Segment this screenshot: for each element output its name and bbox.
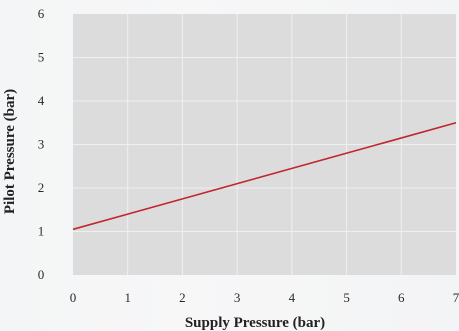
x-tick-label: 5 [343,290,350,305]
x-tick-label: 2 [179,290,186,305]
x-tick-label: 3 [234,290,241,305]
grid [73,14,456,275]
x-tick-labels: 0 1 2 3 4 5 6 7 [70,290,459,305]
y-tick-label: 0 [38,267,45,282]
y-tick-labels: 0 1 2 3 4 5 6 [38,6,45,282]
y-tick-label: 2 [38,180,45,195]
x-axis-label: Supply Pressure (bar) [185,315,325,331]
y-tick-label: 1 [38,224,45,239]
y-tick-label: 5 [38,50,45,65]
y-tick-label: 3 [38,137,45,152]
x-tick-label: 1 [124,290,131,305]
series-line [72,121,457,231]
x-tick-label: 6 [398,290,405,305]
x-tick-label: 0 [70,290,77,305]
y-axis-label: Pilot Pressure (bar) [2,89,18,214]
series-group [72,121,457,231]
y-tick-label: 4 [38,93,45,108]
y-tick-label: 6 [38,6,45,21]
x-tick-label: 7 [453,290,459,305]
x-tick-label: 4 [289,290,296,305]
